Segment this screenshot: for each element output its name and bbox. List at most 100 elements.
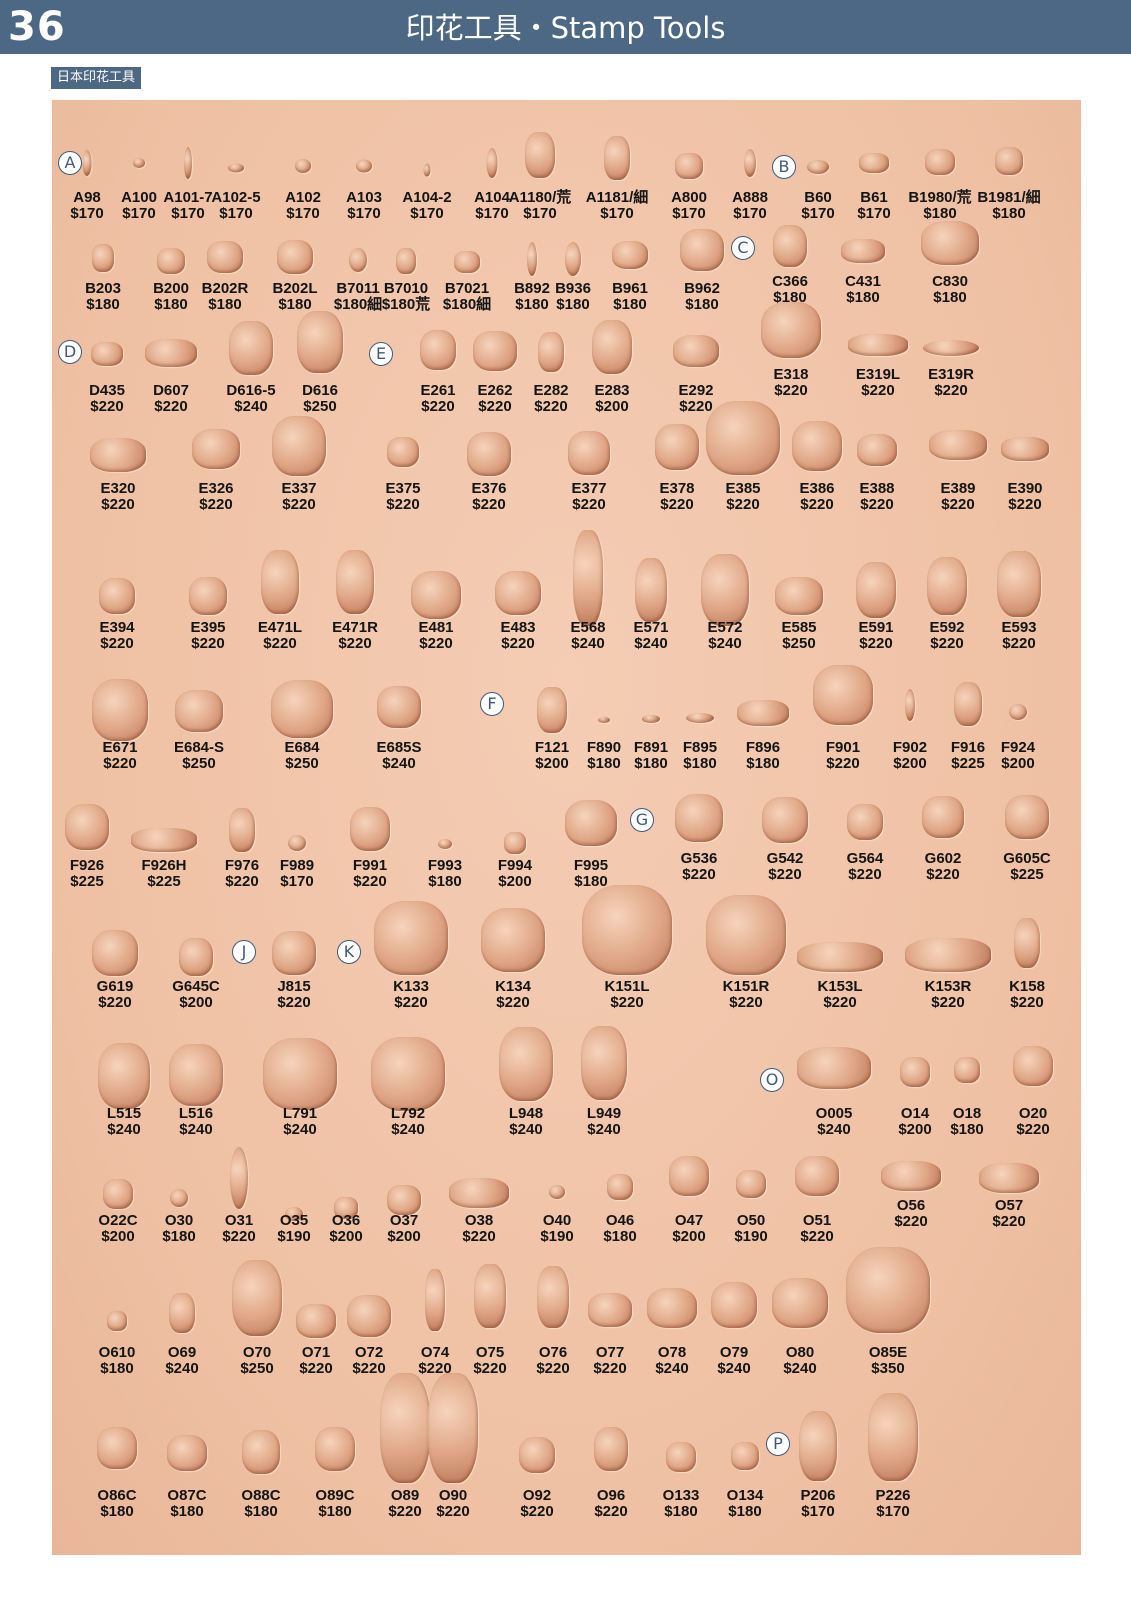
stamp-item: L949 $240 — [587, 1106, 621, 1138]
stamp-price: $170 — [410, 205, 444, 222]
stamp-code: O79 — [719, 1344, 749, 1361]
stamp-code: E395 — [190, 619, 226, 636]
stamp-item: F121 $200 — [535, 740, 569, 772]
stamp-price: $220 — [478, 398, 512, 415]
stamp-item: E591 $220 — [858, 620, 893, 652]
stamp-impression — [272, 931, 316, 975]
stamp-item: A888 $170 — [732, 190, 768, 222]
stamp-price: $220 — [98, 994, 132, 1011]
stamp-code: E481 — [418, 619, 454, 636]
stamp-price: $170 — [171, 205, 205, 222]
stamp-item: O56 $220 — [894, 1198, 927, 1230]
stamp-item: O005 $240 — [816, 1106, 853, 1138]
stamp-price: $220 — [593, 1360, 627, 1377]
stamp-code: O22C — [98, 1212, 138, 1229]
stamp-code: L948 — [508, 1105, 544, 1122]
stamp-price: $220 — [472, 496, 506, 513]
stamp-impression — [189, 577, 227, 615]
stamp-impression — [179, 938, 213, 976]
stamp-item: G602 $220 — [925, 851, 962, 883]
stamp-code: F891 — [633, 739, 669, 756]
stamp-impression — [775, 577, 823, 615]
stamp-impression — [296, 1304, 336, 1338]
stamp-code: O77 — [595, 1344, 625, 1361]
stamp-item: O70 $250 — [240, 1345, 273, 1377]
stamp-code: O40 — [542, 1212, 572, 1229]
stamp-impression — [1009, 704, 1027, 720]
stamp-impression — [807, 160, 829, 174]
stamp-item: E376 $220 — [471, 481, 506, 513]
stamp-price: $220 — [299, 1360, 333, 1377]
stamp-item: G536 $220 — [681, 851, 718, 883]
stamp-impression — [847, 804, 883, 840]
stamp-item: B60 $170 — [801, 190, 834, 222]
stamp-code: D607 — [153, 382, 189, 399]
stamp-price: $170 — [286, 205, 320, 222]
stamp-code: E483 — [500, 619, 536, 636]
stamp-code: B61 — [860, 189, 888, 206]
stamp-price: $220 — [282, 496, 316, 513]
stamp-impression — [232, 1260, 282, 1336]
stamp-item: F993 $180 — [428, 858, 462, 890]
stamp-code: F896 — [745, 739, 781, 756]
stamp-code: E593 — [1001, 619, 1037, 636]
stamp-item: K158 $220 — [1009, 979, 1045, 1011]
section-marker-d: D — [58, 340, 82, 364]
stamp-item: O88C $180 — [241, 1488, 280, 1520]
stamp-item: B61 $170 — [857, 190, 890, 222]
stamp-code: O56 — [896, 1197, 926, 1214]
stamp-price: $180 — [728, 1503, 762, 1520]
stamp-item: B892 $180 — [514, 281, 550, 313]
stamp-item: F991 $220 — [353, 858, 387, 890]
stamp-code: D435 — [89, 382, 125, 399]
stamp-price: $220 — [520, 1503, 554, 1520]
stamp-impression — [905, 938, 991, 972]
page-number: 36 — [8, 4, 66, 50]
stamp-code: C431 — [845, 273, 881, 290]
stamp-impression — [922, 796, 964, 838]
stamp-code: G619 — [96, 978, 134, 995]
stamp-code: A1181/細 — [585, 189, 649, 206]
stamp-item: E571 $240 — [633, 620, 668, 652]
stamp-item: D616-5 $240 — [226, 383, 275, 415]
stamp-item: E684-S $250 — [174, 740, 224, 772]
stamp-item: E319R $220 — [928, 367, 974, 399]
stamp-item: A104-2 $170 — [402, 190, 451, 222]
stamp-code: F890 — [586, 739, 622, 756]
stamp-price: $220 — [931, 994, 965, 1011]
stamp-price: $170 — [801, 205, 835, 222]
stamp-price: $220 — [222, 1228, 256, 1245]
stamp-code: G602 — [924, 850, 962, 867]
stamp-item: D435 $220 — [89, 383, 125, 415]
stamp-impression — [170, 1189, 188, 1207]
stamp-code: F989 — [279, 857, 315, 874]
stamp-price: $220 — [338, 635, 372, 652]
stamp-price: $220 — [536, 1360, 570, 1377]
section-marker-j: J — [232, 940, 256, 964]
stamp-item: O75 $220 — [473, 1345, 506, 1377]
stamp-impression — [925, 149, 955, 175]
stamp-impression — [565, 242, 581, 276]
stamp-code: E261 — [420, 382, 456, 399]
stamp-item: O134 $180 — [727, 1488, 764, 1520]
stamp-price: $180細 — [442, 296, 492, 313]
section-marker-o: O — [760, 1068, 784, 1092]
stamp-item: B961 $180 — [612, 281, 648, 313]
stamp-item: F926 $225 — [70, 858, 104, 890]
stamp-impression — [387, 1185, 421, 1215]
stamp-code: O18 — [952, 1105, 982, 1122]
stamp-price: $180 — [683, 755, 717, 772]
stamp-item: E471R $220 — [332, 620, 378, 652]
stamp-item: E292 $220 — [678, 383, 713, 415]
stamp-item: P226 $170 — [875, 1488, 910, 1520]
stamp-item: O40 $190 — [540, 1213, 573, 1245]
stamp-price: $240 — [655, 1360, 689, 1377]
stamp-price: $170 — [876, 1503, 910, 1520]
stamp-price: $240 — [509, 1121, 543, 1138]
stamp-code: E337 — [281, 480, 317, 497]
stamp-impression — [486, 148, 498, 178]
stamp-item: E471L $220 — [258, 620, 302, 652]
stamp-impression — [635, 558, 667, 622]
stamp-price: $180 — [208, 296, 242, 313]
stamp-impression — [846, 1247, 930, 1333]
